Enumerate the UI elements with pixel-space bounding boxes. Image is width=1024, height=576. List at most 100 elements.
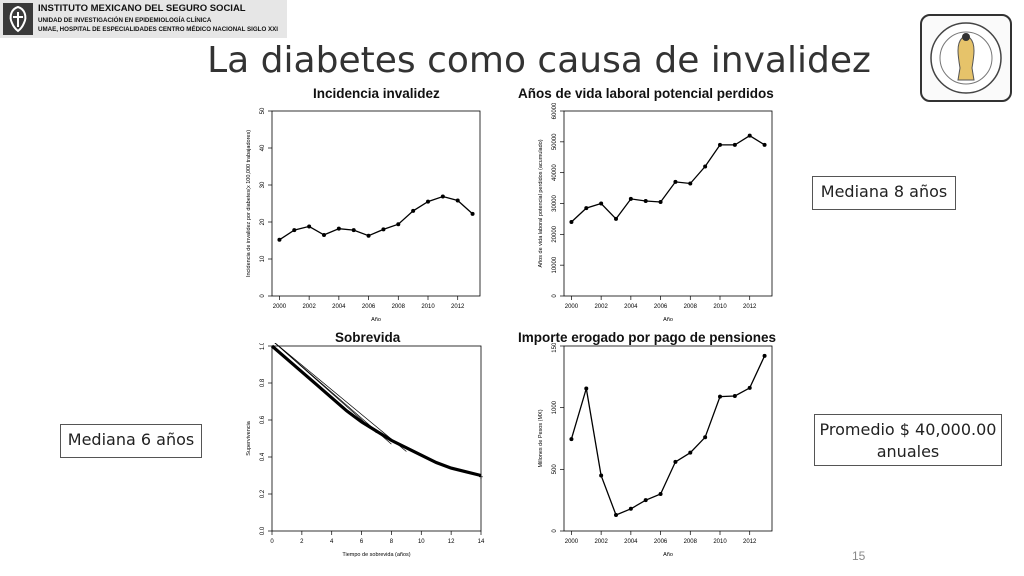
- data-point: [643, 199, 648, 204]
- x-tick-label: 2012: [743, 539, 757, 545]
- y-tick-label: 10000: [552, 256, 558, 273]
- data-point: [747, 133, 752, 138]
- x-tick-label: 2002: [594, 539, 608, 545]
- data-point: [584, 386, 589, 391]
- x-tick-label: 8: [390, 539, 394, 545]
- x-tick-label: 2000: [565, 539, 579, 545]
- data-point: [292, 228, 297, 233]
- x-tick-label: 2008: [684, 539, 698, 545]
- pension-cost-chart: 0 500 1000 1500 2000 2002 2004 2006 2008 2010 2012…: [538, 343, 773, 558]
- chart-title-avpp: Años de vida laboral potencial perdidos: [518, 86, 774, 101]
- data-point: [747, 385, 752, 390]
- x-tick-label: 2004: [624, 304, 638, 310]
- x-tick-label: 2006: [654, 539, 668, 545]
- y-tick-label: 0.8: [260, 378, 266, 387]
- y-tick-label: 40000: [552, 164, 558, 181]
- data-point: [470, 211, 475, 216]
- data-point: [440, 194, 445, 199]
- institution-name: INSTITUTO MEXICANO DEL SEGURO SOCIAL: [38, 3, 246, 14]
- x-tick-label: 2: [300, 539, 304, 545]
- hospital-name: UMAE, HOSPITAL DE ESPECIALIDADES CENTRO …: [38, 26, 278, 33]
- callout-average-cost: Promedio $ 40,000.00 anuales: [814, 414, 1002, 466]
- data-point: [411, 208, 416, 213]
- x-tick-label: 2010: [713, 539, 727, 545]
- y-axis-label: Millones de Pesos (MX): [538, 409, 544, 467]
- data-point: [718, 394, 722, 399]
- x-axis-label: Tiempo de sobrevida (años): [342, 552, 410, 558]
- y-tick-label: 1000: [552, 400, 558, 414]
- y-axis-label: Incidencia de invalidez por diabetes(x 1…: [246, 130, 252, 277]
- x-axis-label: Año: [663, 317, 673, 323]
- callout-average-cost-line2: anuales: [876, 442, 940, 461]
- series-line: [570, 134, 765, 223]
- y-tick-label: 0.2: [260, 489, 266, 498]
- data-point: [658, 492, 663, 496]
- data-point: [762, 353, 767, 358]
- data-point: [628, 506, 633, 511]
- y-tick-label: 40: [260, 144, 266, 151]
- data-point: [599, 201, 604, 206]
- y-tick-label: 30000: [552, 194, 558, 211]
- data-point: [732, 142, 737, 147]
- series-line: [270, 344, 482, 478]
- data-point: [307, 224, 312, 229]
- plot-frame: [271, 110, 481, 297]
- work-years-chart: 0 10000 20000 30000 40000 50000 60000 2000 2002 2…: [538, 103, 773, 323]
- data-point: [336, 226, 341, 231]
- plot-frame: [271, 345, 482, 532]
- data-point: [322, 232, 326, 237]
- data-point: [381, 227, 386, 232]
- y-tick-label: 0.6: [260, 415, 266, 424]
- data-point: [762, 142, 767, 147]
- chart-title-incidencia: Incidencia invalidez: [313, 86, 440, 101]
- data-point: [351, 228, 356, 233]
- data-point: [732, 393, 737, 398]
- callout-median-8-years: Mediana 8 años: [812, 176, 956, 210]
- incidence-chart: 0 10 20 30 40 50 2000 2002 2004 2006 2008 2010 2012 A…: [246, 107, 481, 323]
- x-tick-label: 0: [270, 539, 274, 545]
- data-point: [688, 450, 693, 455]
- data-point: [643, 498, 648, 503]
- y-tick-label: 500: [552, 464, 558, 475]
- data-point: [673, 179, 678, 184]
- page-number: 15: [852, 549, 866, 563]
- y-tick-label: 1500: [552, 343, 558, 353]
- data-point: [628, 196, 633, 201]
- x-tick-label: 2000: [565, 304, 579, 310]
- x-tick-label: 2004: [332, 304, 346, 310]
- y-tick-label: 60000: [552, 103, 558, 119]
- x-tick-label: 2004: [624, 539, 638, 545]
- survival-chart: 0.0 0.2 0.4 0.6 0.8 1.0 0 2 4 6 8 10 12 14 Tiempo de s…: [246, 343, 485, 558]
- data-point: [366, 233, 371, 238]
- imss-logo-icon: [3, 3, 33, 35]
- y-tick-label: 30: [260, 181, 266, 188]
- y-tick-label: 20000: [552, 225, 558, 242]
- x-tick-label: 2008: [684, 304, 698, 310]
- x-tick-label: 2012: [743, 304, 757, 310]
- x-tick-label: 2012: [451, 304, 465, 310]
- y-tick-label: 0: [552, 294, 558, 298]
- data-point: [718, 142, 722, 147]
- x-tick-label: 12: [448, 539, 455, 545]
- x-axis-label: Año: [663, 552, 673, 558]
- data-point: [658, 199, 663, 204]
- y-tick-label: 1.0: [260, 343, 266, 350]
- x-tick-label: 2002: [302, 304, 316, 310]
- series-line: [279, 195, 474, 241]
- series-line: [274, 343, 407, 452]
- x-axis-label: Año: [371, 317, 381, 323]
- x-tick-label: 2010: [713, 304, 727, 310]
- data-point: [277, 237, 282, 242]
- y-tick-label: 0: [552, 529, 558, 533]
- y-tick-label: 50: [260, 107, 266, 114]
- data-point: [614, 216, 618, 221]
- censor-mark: +: [479, 473, 484, 482]
- x-tick-label: 2002: [594, 304, 608, 310]
- data-point: [673, 459, 678, 464]
- callout-median-6-years: Mediana 6 años: [60, 424, 202, 458]
- x-tick-label: 2000: [273, 304, 287, 310]
- y-tick-label: 20: [260, 218, 266, 225]
- series-line: [570, 355, 766, 516]
- data-point: [703, 435, 708, 440]
- data-point: [396, 222, 401, 227]
